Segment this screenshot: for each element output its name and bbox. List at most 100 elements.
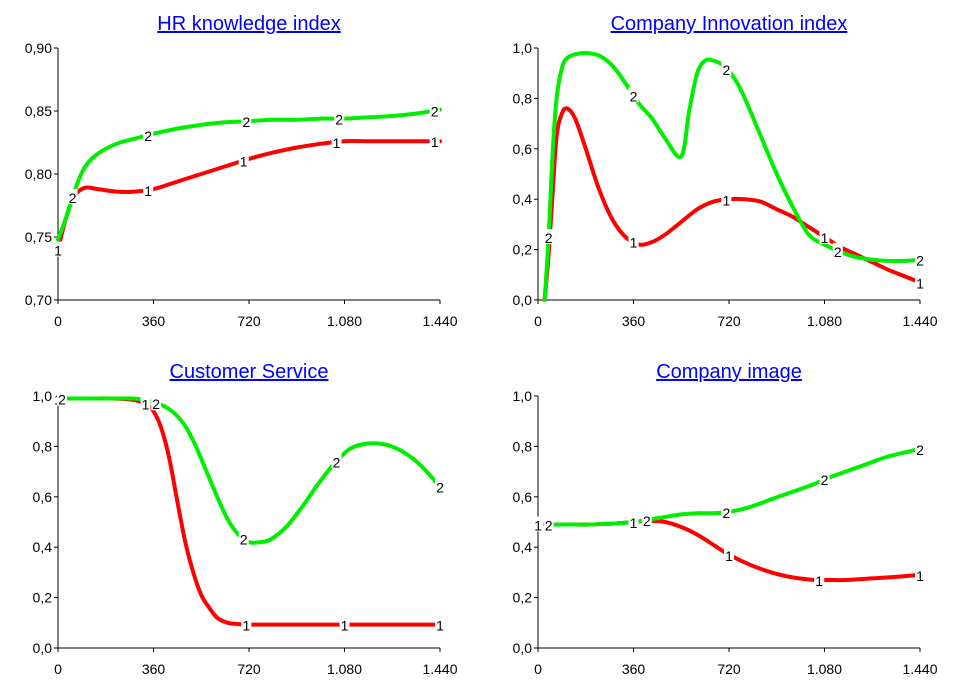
x-tick-label: 1.080: [327, 661, 362, 677]
y-tick-label: 0,2: [513, 590, 533, 606]
series-marker-bg: [533, 516, 543, 532]
series-marker-bg: [143, 127, 154, 143]
series-marker-bg: [628, 233, 639, 249]
series-marker-bg: [819, 471, 830, 487]
chart-title: Company Innovation index: [611, 13, 848, 35]
chart-svg: Customer Service 0,0 0,2 0,4 0,6 0,8 1,0 0 360 72…: [33, 361, 458, 677]
y-tick-label: 1,0: [33, 388, 53, 404]
chart-panel-company-image: Company image 0,0 0,2 0,4 0,6 0,8 1,0 0 360 720 1.…: [480, 348, 959, 695]
series-marker-bg: [819, 229, 830, 244]
series-marker-bg: [435, 478, 445, 494]
x-tick-label: 360: [142, 661, 166, 677]
series-marker-bg: [238, 530, 249, 546]
chart-title: HR knowledge index: [157, 13, 340, 35]
series-marker-label: 2: [916, 253, 924, 269]
series-marker-label: 1: [341, 618, 349, 634]
series-marker-bg: [67, 189, 78, 205]
series-marker-bg: [814, 571, 825, 587]
chart-svg: Company image 0,0 0,2 0,4 0,6 0,8 1,0 0 360 720 1.…: [513, 361, 938, 677]
series-marker-bg: [238, 152, 249, 168]
series-line-1: [56, 396, 442, 627]
series-marker-label: 2: [722, 505, 730, 521]
y-tick-label: 0,70: [25, 292, 52, 308]
series-marker-bg: [143, 181, 154, 197]
y-tick-label: 0,4: [33, 539, 53, 555]
series-marker-bg: [832, 242, 843, 258]
x-tick-label: 0: [54, 661, 62, 677]
series-marker-label: 2: [335, 112, 343, 128]
series-marker-bg: [241, 113, 252, 129]
y-tick-label: 0,8: [513, 90, 533, 106]
series-marker-label: 1: [916, 568, 924, 584]
y-tick-label: 0,2: [513, 242, 533, 258]
x-tick-label: 1.080: [807, 661, 842, 677]
series-marker-bg: [334, 110, 345, 126]
series-marker-bg: [721, 504, 732, 520]
series-marker-label: 2: [69, 190, 77, 206]
x-tick-label: 360: [622, 661, 646, 677]
series-marker-label: 2: [722, 62, 730, 78]
series-marker-label: 2: [242, 114, 250, 130]
chart-title: Customer Service: [170, 361, 329, 383]
chart-svg: HR knowledge index 0,70 0,75 0,80 0,85 0,90 0 3…: [25, 13, 458, 329]
series-marker-bg: [56, 390, 67, 406]
x-tick-label: 720: [717, 661, 741, 677]
series-marker-bg: [915, 274, 925, 290]
series-marker-bg: [721, 191, 732, 207]
series-marker-label: 2: [240, 531, 248, 547]
x-tick-label: 360: [142, 313, 166, 329]
series-marker-bg: [915, 440, 925, 456]
y-tick-label: 0,2: [33, 590, 53, 606]
series-marker-bg: [339, 616, 350, 632]
series-marker-bg: [429, 102, 440, 118]
series-marker-label: 1: [431, 134, 439, 150]
series-marker-label: 2: [436, 480, 444, 496]
y-tick-label: 0,4: [513, 191, 533, 207]
series-marker-label: 1: [54, 243, 62, 259]
series-marker-bg: [915, 251, 925, 267]
y-tick-label: 0,0: [513, 292, 533, 308]
series-marker-bg: [628, 514, 639, 529]
y-tick-label: 0,4: [513, 539, 533, 555]
series-marker-label: 1: [142, 397, 150, 413]
y-tick-label: 0,85: [25, 103, 52, 119]
chart-panel-company-innovation: Company Innovation index 0,0 0,2 0,4 0,6 0,8 1…: [480, 0, 959, 347]
y-tick-label: 0,80: [25, 166, 52, 182]
series-marker-label: 2: [144, 128, 152, 144]
series-marker-bg: [915, 566, 925, 582]
series-marker-label: 2: [834, 244, 842, 260]
series-marker-label: 1: [722, 193, 730, 209]
x-tick-label: 1.440: [422, 661, 457, 677]
series-marker-label: 1: [144, 183, 152, 199]
x-tick-label: 720: [237, 313, 261, 329]
x-tick-label: 360: [622, 313, 646, 329]
series-line-2: [56, 396, 442, 545]
series-marker-bg: [435, 616, 445, 632]
series-marker-bg: [151, 395, 162, 411]
y-tick-label: 0,0: [33, 640, 53, 656]
chart-panel-hr-knowledge: HR knowledge index 0,70 0,75 0,80 0,85 0,90 0 3…: [0, 0, 479, 347]
series-marker-label: 1: [242, 617, 250, 633]
series-line-2: [536, 446, 922, 527]
chart-svg: Company Innovation index 0,0 0,2 0,4 0,6 0,8 1…: [513, 13, 938, 329]
series-marker-bg: [53, 241, 63, 257]
series-marker-label: 1: [916, 275, 924, 291]
x-tick-label: 720: [717, 313, 741, 329]
series-marker-bg: [429, 133, 440, 149]
series-marker-label: 1: [240, 154, 248, 170]
series-marker-label: 2: [643, 513, 651, 529]
x-tick-label: 0: [54, 313, 62, 329]
series-marker-bg: [331, 134, 342, 150]
series-marker-label: 1: [815, 573, 823, 589]
series-marker-label: 2: [545, 230, 553, 246]
series-marker-bg: [241, 616, 252, 632]
series-marker-bg: [331, 453, 342, 469]
y-tick-label: 0,6: [33, 489, 53, 505]
series-marker-label: 2: [431, 104, 439, 120]
series-marker-label: 2: [58, 392, 66, 408]
y-tick-label: 1,0: [513, 40, 533, 56]
series-marker-bg: [724, 546, 734, 562]
series-marker-label: 2: [916, 442, 924, 458]
series-line-2: [542, 50, 922, 302]
series-line-2: [56, 107, 442, 242]
